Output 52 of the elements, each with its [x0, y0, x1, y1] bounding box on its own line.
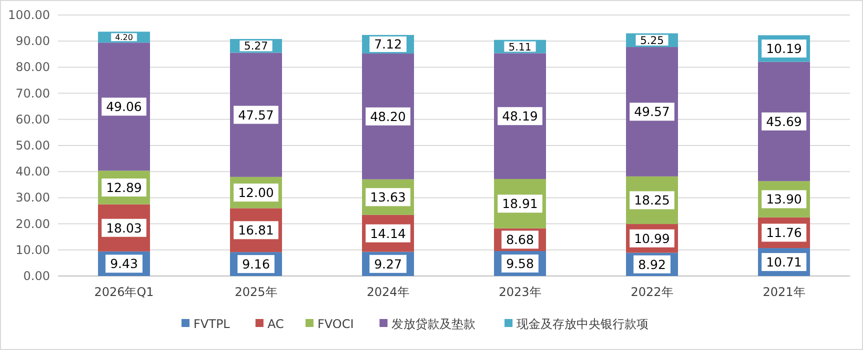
y-tick-label: 70.00 [16, 86, 50, 100]
data-label: 13.90 [766, 192, 802, 207]
data-label: 9.27 [374, 256, 402, 272]
x-tick-label: 2024年 [366, 285, 410, 299]
y-tick-label: 100.00 [8, 8, 50, 22]
legend-label: FVTPL [194, 317, 230, 331]
x-tick-label: 2021年 [762, 285, 806, 299]
data-label: 9.43 [110, 256, 138, 272]
data-label: 14.14 [370, 226, 406, 241]
data-label: 4.20 [115, 33, 133, 42]
y-tick-label: 30.00 [16, 190, 50, 205]
x-tick-label: 2026年Q1 [94, 285, 154, 299]
data-label: 10.19 [766, 41, 802, 56]
y-tick-label: 40.00 [16, 164, 50, 179]
data-label: 12.00 [238, 185, 274, 200]
data-label: 11.76 [766, 225, 802, 240]
data-label: 9.58 [506, 256, 534, 271]
data-label: 18.03 [106, 220, 142, 236]
data-label: 8.68 [506, 232, 534, 248]
data-label: 18.91 [502, 196, 538, 212]
y-tick-label: 10.00 [16, 242, 50, 257]
data-label: 9.16 [242, 256, 270, 272]
y-tick-label: 20.00 [16, 216, 50, 231]
data-label: 13.63 [370, 190, 406, 205]
data-label: 18.25 [634, 192, 670, 208]
y-tick-label: 60.00 [16, 112, 50, 126]
legend-label: 现金及存放中央银行款项 [516, 317, 648, 331]
y-tick-label: 90.00 [16, 34, 50, 48]
data-label: 7.12 [374, 36, 402, 52]
x-tick-label: 2022年 [630, 285, 674, 299]
data-label: 5.11 [508, 41, 532, 54]
legend-label: FVOCI [318, 317, 354, 331]
data-label: 48.19 [502, 108, 538, 124]
data-label: 49.06 [106, 99, 142, 114]
y-tick-label: 80.00 [16, 60, 50, 74]
data-label: 45.69 [766, 114, 802, 129]
data-label: 16.81 [238, 222, 274, 238]
data-label: 12.89 [106, 180, 142, 196]
legend-label: AC [268, 317, 284, 331]
data-label: 10.99 [634, 230, 670, 246]
data-label: 47.57 [238, 107, 274, 122]
data-label: 8.92 [638, 256, 666, 272]
x-tick-label: 2025年 [234, 285, 278, 299]
data-label: 49.57 [634, 104, 670, 120]
data-label: 5.25 [640, 34, 664, 48]
y-tick-label: 0.00 [23, 269, 50, 283]
legend-label: 发放贷款及垫款 [392, 317, 476, 331]
y-tick-label: 50.00 [16, 138, 50, 152]
data-label: 10.71 [766, 254, 802, 270]
x-tick-label: 2023年 [498, 285, 542, 299]
data-label: 5.27 [244, 40, 268, 53]
data-label: 48.20 [370, 108, 406, 124]
